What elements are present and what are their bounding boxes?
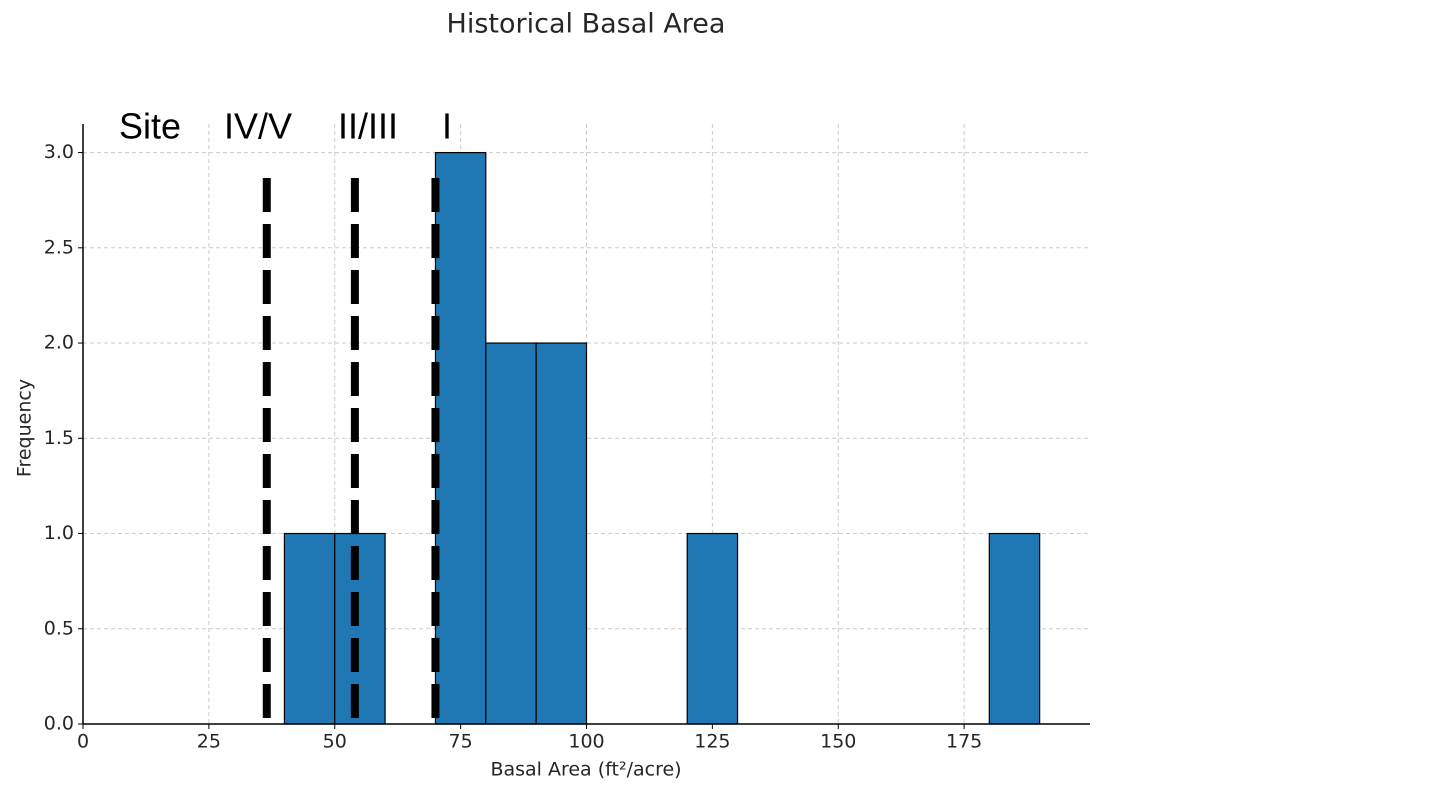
annotation: Site — [119, 106, 181, 147]
annotation: II/III — [338, 106, 398, 147]
x-tick-label: 125 — [694, 731, 730, 753]
bar — [334, 532, 386, 725]
x-axis-label: Basal Area (ft²/acre) — [490, 759, 681, 781]
x-tick-label: 100 — [568, 731, 604, 753]
y-tick-label: 2.0 — [44, 332, 74, 354]
x-tick-label: 50 — [323, 731, 347, 753]
y-tick-label: 1.0 — [44, 522, 74, 544]
y-tick-label: 2.5 — [44, 236, 74, 258]
x-tick-label: 25 — [197, 731, 221, 753]
bar — [434, 151, 487, 725]
y-tick-label: 1.5 — [44, 427, 74, 449]
x-tick-label: 175 — [946, 731, 982, 753]
annotation: IV/V — [224, 106, 292, 147]
y-tick-label: 0.5 — [44, 617, 74, 639]
bar — [535, 342, 588, 725]
annotation: I — [442, 106, 452, 147]
bar — [686, 532, 739, 725]
chart-title: Historical Basal Area — [447, 9, 726, 40]
x-tick-label: 0 — [77, 731, 89, 753]
bar — [485, 342, 537, 725]
y-tick-label: 0.0 — [44, 713, 74, 735]
bar — [283, 532, 336, 725]
y-axis-label: Frequency — [14, 379, 36, 477]
x-tick-label: 75 — [449, 731, 473, 753]
y-tick-label: 3.0 — [44, 141, 74, 163]
bar — [988, 532, 1041, 725]
x-tick-label: 150 — [820, 731, 856, 753]
